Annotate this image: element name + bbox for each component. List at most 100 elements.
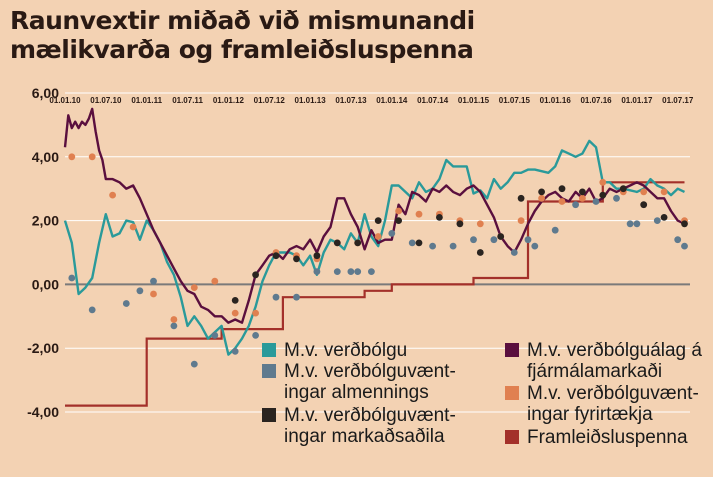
data-point-markad [374,217,382,225]
data-point-fyrirt [190,284,198,291]
data-point-almenn [333,268,341,275]
legend-label: M.v. verðbólguvænt-ingar fyrirtækja [527,383,699,425]
data-point-markad [558,185,566,193]
data-point-markad [640,201,648,209]
y-tick-label: -2,00 [27,340,59,356]
data-point-almenn [136,287,144,295]
x-tick-label: 01.07.17 [662,96,694,105]
data-point-markad [619,185,627,193]
legend-swatch [262,343,276,357]
data-point-almenn [211,332,219,339]
data-point-fyrirt [640,188,648,196]
x-tick-label: 01.07.11 [172,96,203,105]
x-tick-label: 01.01.15 [458,96,490,105]
data-point-fyrirt [517,217,525,225]
legend-label: M.v. verðbólgu [284,340,408,361]
x-tick-label: 01.07.16 [580,96,612,105]
data-point-almenn [510,249,518,256]
data-point-almenn [150,277,157,285]
x-tick-label: 01.01.14 [376,96,408,105]
y-tick-label: 4,00 [32,149,59,165]
data-point-fyrirt [599,178,607,186]
x-tick-label: 01.07.14 [417,96,449,105]
data-point-markad [252,271,259,279]
data-point-fyrirt [374,233,382,240]
series-line-vb [63,139,686,356]
data-point-markad [660,214,668,221]
y-tick-label: -4,00 [27,404,59,420]
data-point-markad [456,220,464,228]
data-point-almenn [531,242,539,250]
data-point-fyrirt [231,309,239,317]
data-point-almenn [490,236,498,244]
data-point-fyrirt [395,207,402,215]
legend-swatch [505,430,519,444]
data-point-almenn [388,230,396,237]
data-point-fyrirt [211,277,219,285]
data-point-almenn [231,348,239,355]
data-point-almenn [572,201,579,209]
data-point-almenn [122,300,130,307]
data-point-almenn [674,236,682,244]
data-point-almenn [653,217,661,225]
data-point-fyrirt [415,210,423,218]
data-point-fyrirt [109,191,116,199]
data-point-almenn [613,194,620,202]
x-tick-label: 01.07.15 [499,96,531,105]
data-point-markad [415,239,423,247]
data-point-fyrirt [129,223,137,231]
data-point-almenn [252,332,259,339]
x-tick-label: 01.01.12 [213,96,245,105]
data-point-almenn [551,226,559,234]
data-point-almenn [88,306,96,314]
data-point-fyrirt [88,153,96,161]
data-point-fyrirt [476,220,484,228]
data-point-markad [476,249,484,256]
data-point-markad [333,239,341,247]
legend-swatch [262,408,276,422]
data-point-fyrirt [150,290,157,298]
data-point-fyrirt [558,198,566,205]
legend-swatch [505,343,519,357]
data-point-markad [436,214,443,221]
legend-label: Framleiðsluspenna [527,427,688,448]
series [63,107,688,407]
data-point-almenn [626,220,634,228]
data-point-markad [313,252,321,260]
data-point-fyrirt [252,309,259,317]
legend-label: M.v. verðbólguvænt-ingar almennings [284,361,456,403]
y-axis: 6,00 4,00 2,00 0,00 -2,00 -4,00 [27,85,59,420]
x-tick-label: 01.01.11 [131,96,162,105]
data-point-markad [293,255,300,263]
data-point-almenn [354,268,362,275]
x-tick-label: 01.01.13 [295,96,327,105]
data-point-almenn [429,242,436,250]
data-point-almenn [470,236,477,244]
data-point-fyrirt [68,153,76,161]
legend-label: M.v. verðbólguvænt-ingar markaðsaðila [284,405,456,447]
legend-swatch [505,386,519,400]
legend-swatch [262,364,276,378]
data-point-almenn [272,293,280,301]
data-point-almenn [190,360,198,368]
data-point-almenn [347,268,355,275]
data-point-markad [538,188,545,196]
data-point-markad [231,297,239,304]
chart-title: Raunvextir miðað við mismunandi mælikvar… [10,6,475,64]
x-tick-label: 01.01.16 [540,96,572,105]
legend-label: M.v. verðbólguálag á fjármálamarkaði [527,340,702,382]
data-point-almenn [368,268,375,275]
data-point-almenn [449,242,457,250]
data-point-almenn [524,236,532,244]
x-tick-label: 01.07.12 [254,96,286,105]
x-tick-label: 01.01.17 [621,96,653,105]
y-tick-label: 0,00 [32,276,59,292]
data-point-almenn [293,293,300,301]
y-tick-label: 2,00 [32,213,59,229]
data-point-almenn [170,322,178,330]
data-point-markad [272,252,280,260]
series-line-vbalag [63,107,686,324]
data-point-fyrirt [660,188,668,196]
data-point-markad [354,239,362,247]
